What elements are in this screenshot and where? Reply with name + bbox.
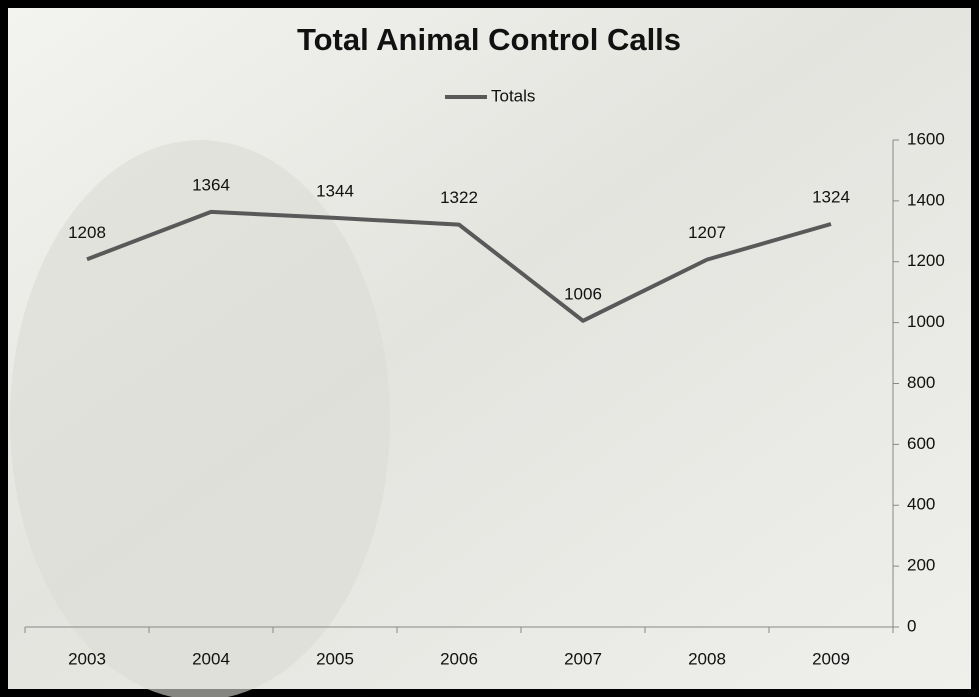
data-label: 1208	[68, 223, 106, 242]
y-tick-label: 0	[907, 616, 916, 635]
data-label: 1364	[192, 175, 230, 194]
photo-shade	[10, 140, 390, 697]
y-tick-label: 1400	[907, 190, 945, 209]
legend-label: Totals	[491, 86, 535, 105]
x-tick-label: 2006	[440, 649, 478, 668]
y-tick-label: 1600	[907, 129, 945, 148]
data-label: 1207	[688, 223, 726, 242]
data-label: 1322	[440, 188, 478, 207]
y-tick-label: 200	[907, 556, 935, 575]
data-label: 1006	[564, 284, 602, 303]
data-label: 1344	[316, 181, 354, 200]
chart-title: Total Animal Control Calls	[297, 22, 681, 57]
line	[86, 209, 832, 323]
x-tick-label: 2008	[688, 649, 726, 668]
y-tick-label: 800	[907, 373, 935, 392]
x-tick-label: 2007	[564, 649, 602, 668]
y-tick-label: 400	[907, 495, 935, 514]
y-tick-label: 1000	[907, 312, 945, 331]
x-tick-label: 2009	[812, 649, 850, 668]
x-tick-label: 2004	[192, 649, 230, 668]
y-tick-label: 600	[907, 434, 935, 453]
y-tick-label: 1200	[907, 251, 945, 270]
data-label: 1324	[812, 187, 850, 206]
x-tick-label: 2003	[68, 649, 106, 668]
x-tick-label: 2005	[316, 649, 354, 668]
